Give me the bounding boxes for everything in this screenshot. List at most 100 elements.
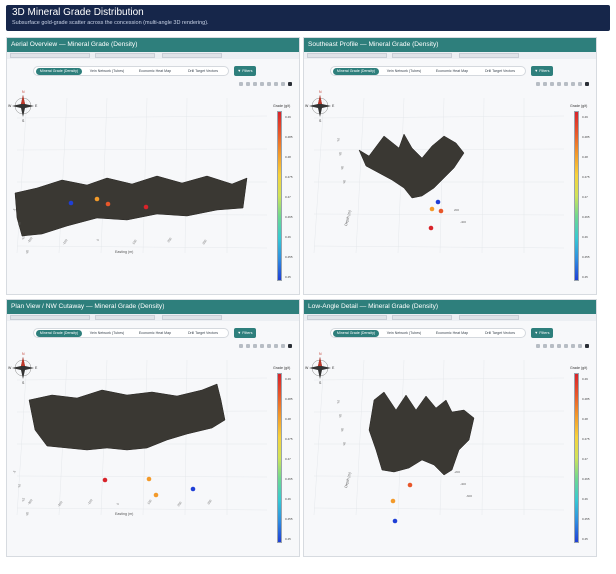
compass-rose-icon: N E S W [305, 90, 335, 123]
filters-button[interactable]: ▼ Filters [531, 66, 553, 76]
orbit-icon[interactable] [267, 344, 271, 348]
plotly-logo-icon[interactable] [288, 82, 292, 86]
grade-point-2[interactable] [438, 208, 444, 214]
camera-icon[interactable] [536, 82, 540, 86]
compass-rose-icon: N E S W [8, 352, 38, 385]
tab-drill-target-vectors[interactable]: Drill Target Vectors [187, 69, 219, 73]
rotate-icon[interactable] [260, 82, 264, 86]
panel-lowangle: Low-Angle Detail — Mineral Grade (Densit… [303, 299, 597, 557]
selector-dropdown-1[interactable] [95, 53, 155, 58]
selector-dropdown-2[interactable] [459, 315, 519, 320]
grade-point-1[interactable] [390, 498, 396, 504]
tab-economic-heat-map[interactable]: Economic Heat Map [435, 69, 469, 73]
colorbar-title: Grade (g/t) [570, 366, 588, 370]
pan-icon[interactable] [253, 82, 257, 86]
home-icon[interactable] [578, 344, 582, 348]
selector-row [7, 52, 299, 59]
filters-button[interactable]: ▼ Filters [234, 66, 256, 76]
plot-area[interactable]: N E S W [7, 38, 300, 295]
plotly-logo-icon[interactable] [585, 82, 589, 86]
selector-dropdown-1[interactable] [392, 315, 452, 320]
tab-mineral-grade-density[interactable]: Mineral Grade (Density) [36, 330, 82, 337]
compass-label-w: W [8, 366, 12, 370]
colorbar-tick: 0.49 [582, 377, 588, 381]
filters-button[interactable]: ▼ Filters [234, 328, 256, 338]
colorbar-tick: 0.465 [582, 477, 590, 481]
tab-vein-network-tubes[interactable]: Vein Network (Tubes) [386, 69, 422, 73]
tab-vein-network-tubes[interactable]: Vein Network (Tubes) [89, 69, 125, 73]
reset-icon[interactable] [571, 344, 575, 348]
pan-icon[interactable] [550, 344, 554, 348]
grade-point-3[interactable] [190, 486, 196, 492]
tab-vein-network-tubes[interactable]: Vein Network (Tubes) [386, 331, 422, 335]
grade-point-0[interactable] [68, 200, 74, 206]
grade-point-1[interactable] [429, 206, 435, 212]
grade-point-2[interactable] [392, 518, 398, 524]
panel-aerial: Aerial Overview — Mineral Grade (Density… [6, 37, 300, 295]
reset-icon[interactable] [274, 82, 278, 86]
tab-drill-target-vectors[interactable]: Drill Target Vectors [187, 331, 219, 335]
plot-area[interactable]: N E S W [304, 38, 597, 295]
rotate-icon[interactable] [557, 82, 561, 86]
pan-icon[interactable] [550, 82, 554, 86]
selector-dropdown-0[interactable] [10, 315, 90, 320]
filters-button[interactable]: ▼ Filters [531, 328, 553, 338]
camera-icon[interactable] [239, 82, 243, 86]
grade-point-0[interactable] [102, 477, 108, 483]
grade-point-2[interactable] [153, 492, 159, 498]
home-icon[interactable] [281, 344, 285, 348]
home-icon[interactable] [281, 82, 285, 86]
camera-icon[interactable] [536, 344, 540, 348]
plot-area[interactable]: N E S W [304, 300, 597, 557]
tab-mineral-grade-density[interactable]: Mineral Grade (Density) [333, 68, 379, 75]
zoom-icon[interactable] [543, 82, 547, 86]
plotly-logo-icon[interactable] [585, 344, 589, 348]
tab-economic-heat-map[interactable]: Economic Heat Map [138, 331, 172, 335]
selector-dropdown-1[interactable] [95, 315, 155, 320]
pan-icon[interactable] [253, 344, 257, 348]
plot-modebar [536, 344, 589, 350]
grade-point-0[interactable] [435, 199, 441, 205]
selector-dropdown-2[interactable] [459, 53, 519, 58]
orbit-icon[interactable] [564, 82, 568, 86]
reset-icon[interactable] [571, 82, 575, 86]
rotate-icon[interactable] [557, 344, 561, 348]
selector-dropdown-2[interactable] [162, 315, 222, 320]
reset-icon[interactable] [274, 344, 278, 348]
rotate-icon[interactable] [260, 344, 264, 348]
selector-dropdown-1[interactable] [392, 53, 452, 58]
selector-dropdown-0[interactable] [307, 53, 387, 58]
zoom-icon[interactable] [246, 82, 250, 86]
zoom-icon[interactable] [543, 344, 547, 348]
orbit-icon[interactable] [564, 344, 568, 348]
tab-drill-target-vectors[interactable]: Drill Target Vectors [484, 69, 516, 73]
tab-mineral-grade-density[interactable]: Mineral Grade (Density) [333, 330, 379, 337]
grade-point-1[interactable] [146, 476, 152, 482]
selector-dropdown-0[interactable] [307, 315, 387, 320]
grade-point-2[interactable] [105, 201, 111, 207]
selector-dropdown-0[interactable] [10, 53, 90, 58]
grade-point-1[interactable] [94, 196, 100, 202]
selector-row [304, 52, 596, 59]
tab-economic-heat-map[interactable]: Economic Heat Map [435, 331, 469, 335]
tab-drill-target-vectors[interactable]: Drill Target Vectors [484, 331, 516, 335]
zoom-icon[interactable] [246, 344, 250, 348]
plotly-logo-icon[interactable] [288, 344, 292, 348]
terrain-surface [368, 391, 475, 476]
tab-economic-heat-map[interactable]: Economic Heat Map [138, 69, 172, 73]
compass-label-s: S [319, 119, 322, 123]
terrain-surface [358, 133, 465, 199]
grade-point-3[interactable] [428, 225, 434, 231]
camera-icon[interactable] [239, 344, 243, 348]
colorbar-tick: 0.49 [285, 115, 291, 119]
colorbar-tick: 0.465 [285, 477, 293, 481]
home-icon[interactable] [578, 82, 582, 86]
orbit-icon[interactable] [267, 82, 271, 86]
selector-dropdown-2[interactable] [162, 53, 222, 58]
grade-point-0[interactable] [407, 482, 413, 488]
plot-area[interactable]: N E S W [7, 300, 300, 557]
colorbar-tick: 0.455 [285, 517, 293, 521]
tab-vein-network-tubes[interactable]: Vein Network (Tubes) [89, 331, 125, 335]
grade-point-3[interactable] [143, 204, 149, 210]
tab-mineral-grade-density[interactable]: Mineral Grade (Density) [36, 68, 82, 75]
